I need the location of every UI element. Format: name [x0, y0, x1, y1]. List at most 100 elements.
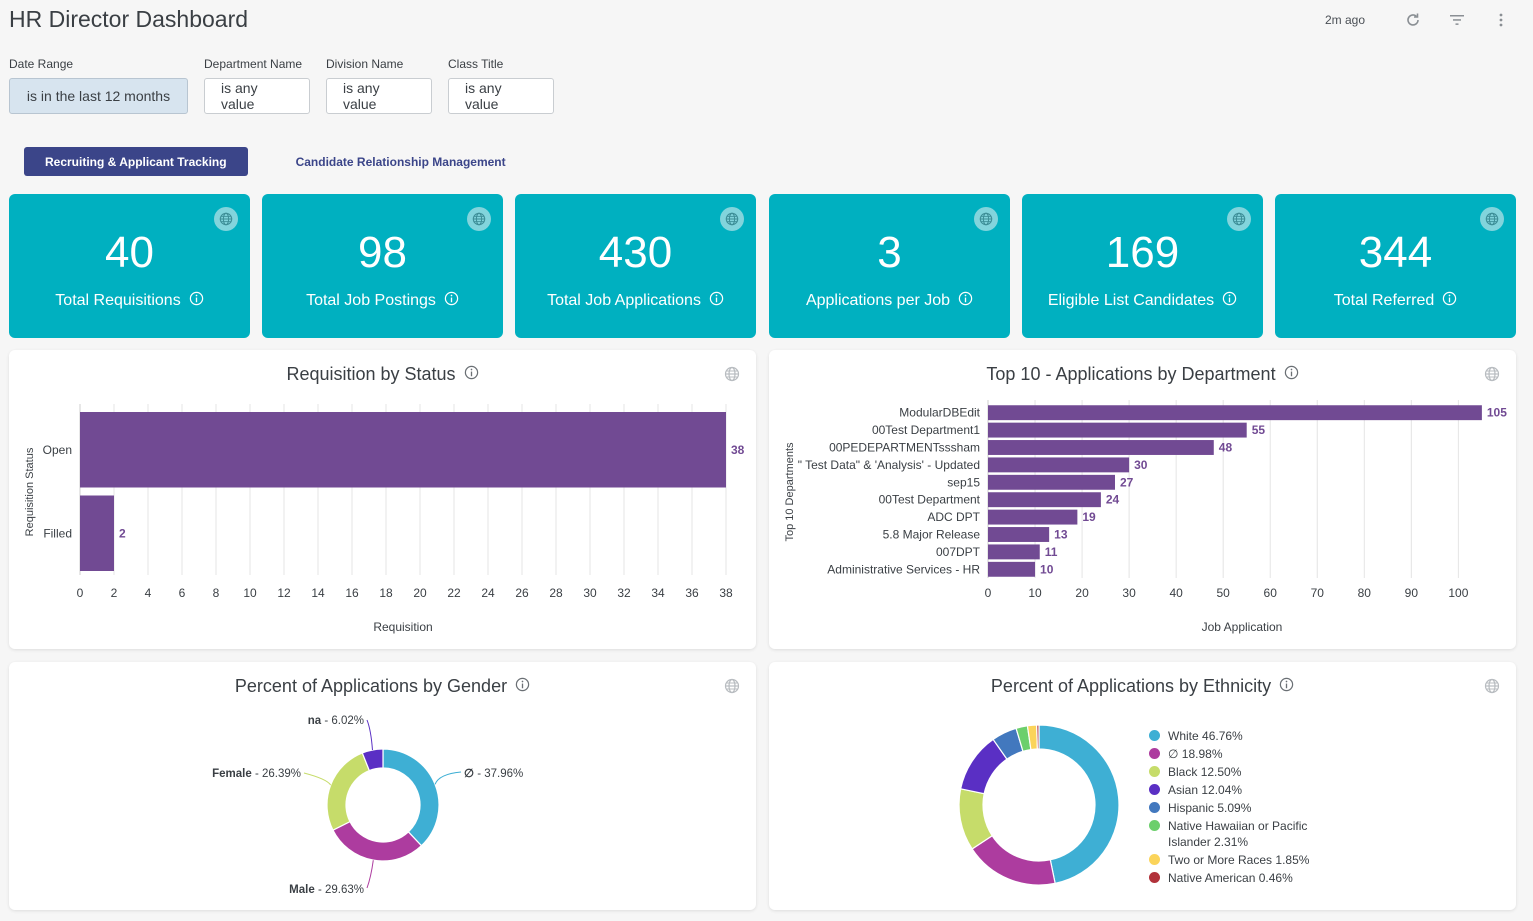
info-icon[interactable] [189, 291, 204, 311]
bar[interactable] [80, 495, 114, 572]
filter-department-button[interactable]: is any value [204, 78, 310, 114]
tab-candidate-relationship[interactable]: Candidate Relationship Management [295, 154, 506, 169]
bar-value-label: 55 [1252, 423, 1266, 437]
globe-icon[interactable] [1484, 678, 1500, 699]
legend-value: 46.76% [1202, 729, 1243, 743]
legend-item[interactable]: White 46.76% [1149, 728, 1318, 744]
info-icon[interactable] [1279, 676, 1294, 697]
kpi-tile-total-referred[interactable]: 344 Total Referred [1275, 194, 1516, 338]
kpi-value: 169 [1105, 228, 1180, 277]
bar-value-label: 27 [1120, 475, 1134, 489]
bar[interactable] [988, 457, 1130, 473]
globe-icon[interactable] [724, 678, 740, 699]
tab-recruiting[interactable]: Recruiting & Applicant Tracking [24, 147, 248, 176]
bar[interactable] [988, 440, 1214, 455]
legend-value: 0.46% [1258, 871, 1293, 885]
filter-label: Date Range [9, 57, 74, 71]
category-label: sep15 [947, 475, 980, 489]
legend-item[interactable]: Asian 12.04% [1149, 782, 1318, 798]
kpi-value: 430 [598, 228, 673, 277]
info-icon[interactable] [464, 364, 479, 385]
globe-icon[interactable] [1227, 207, 1251, 231]
kpi-tile-total-requisitions[interactable]: 40 Total Requisitions [9, 194, 250, 338]
slice-separator: - [321, 715, 331, 727]
kpi-label: Applications per Job [769, 291, 1010, 311]
donut-slice[interactable] [361, 748, 384, 772]
globe-icon[interactable] [467, 207, 491, 231]
info-icon[interactable] [444, 291, 459, 311]
legend-label: Two or More Races [1168, 853, 1273, 867]
kpi-tile-total-job-applications[interactable]: 430 Total Job Applications [515, 194, 756, 338]
kpi-value: 98 [358, 228, 407, 277]
slice-callout-label: ∅ - 37.96% [464, 768, 523, 780]
filter-label: Class Title [448, 57, 504, 71]
legend-value: 1.85% [1275, 853, 1310, 867]
bar[interactable] [988, 527, 1050, 542]
x-tick-label: 30 [1122, 586, 1136, 600]
kpi-tile-total-job-postings[interactable]: 98 Total Job Postings [262, 194, 503, 338]
bar[interactable] [988, 544, 1040, 560]
bar[interactable] [988, 422, 1247, 438]
globe-icon[interactable] [1484, 366, 1500, 387]
bar[interactable] [988, 474, 1115, 490]
legend-item[interactable]: Two or More Races 1.85% [1149, 852, 1318, 868]
legend-value: 2.31% [1214, 835, 1249, 849]
filter-division-button[interactable]: is any value [326, 78, 432, 114]
info-icon[interactable] [1222, 291, 1237, 311]
legend-swatch [1149, 854, 1160, 865]
bar[interactable] [988, 405, 1482, 421]
globe-icon[interactable] [1480, 207, 1504, 231]
slice-callout-label: Male - 29.63% [289, 884, 364, 896]
bar[interactable] [988, 561, 1036, 577]
filter-class-title-button[interactable]: is any value [448, 78, 554, 114]
refresh-icon[interactable] [1403, 10, 1423, 30]
legend-item[interactable]: ∅ 18.98% [1149, 746, 1318, 762]
donut-slice[interactable] [332, 820, 423, 862]
callout-line [434, 771, 462, 785]
legend-item[interactable]: Black 12.50% [1149, 764, 1318, 780]
more-vert-icon[interactable] [1491, 10, 1511, 30]
donut-slice[interactable] [971, 834, 1056, 886]
legend-item[interactable]: Native American 0.46% [1149, 870, 1318, 886]
kpi-value: 40 [105, 228, 154, 277]
bar[interactable] [988, 509, 1078, 525]
x-tick-label: 22 [447, 586, 461, 600]
legend-item[interactable]: Native Hawaiian or Pacific Islander 2.31… [1149, 818, 1318, 850]
legend-label: Hispanic [1168, 801, 1215, 815]
donut-slice[interactable] [326, 752, 371, 831]
x-tick-label: 34 [651, 586, 665, 600]
info-icon[interactable] [1284, 364, 1299, 385]
x-tick-label: 80 [1358, 586, 1372, 600]
category-label: Administrative Services - HR [827, 562, 980, 576]
donut-slice[interactable] [1038, 724, 1120, 885]
globe-icon[interactable] [720, 207, 744, 231]
filter-icon[interactable] [1447, 10, 1467, 30]
globe-icon[interactable] [214, 207, 238, 231]
filter-date-range-button[interactable]: is in the last 12 months [9, 78, 188, 114]
bar[interactable] [80, 412, 726, 488]
bar-value-label: 11 [1045, 545, 1058, 559]
globe-icon[interactable] [724, 366, 740, 387]
info-icon[interactable] [1442, 291, 1457, 311]
slice-value: 6.02% [331, 715, 364, 727]
header-actions: 2m ago [1325, 10, 1511, 30]
donut-slice[interactable] [1036, 724, 1040, 750]
x-tick-label: 6 [179, 586, 186, 600]
legend-item[interactable]: Hispanic 5.09% [1149, 800, 1318, 816]
globe-icon[interactable] [974, 207, 998, 231]
bar[interactable] [988, 492, 1101, 508]
donut-slice[interactable] [382, 748, 440, 847]
kpi-label-text: Total Job Applications [547, 292, 701, 309]
slice-label: na [308, 715, 322, 727]
chart-title-text: Requisition by Status [286, 364, 456, 384]
x-tick-label: 10 [243, 586, 257, 600]
info-icon[interactable] [958, 291, 973, 311]
x-tick-label: 2 [111, 586, 118, 600]
info-icon[interactable] [515, 676, 530, 697]
info-icon[interactable] [709, 291, 724, 311]
kpi-tile-applications-per-job[interactable]: 3 Applications per Job [769, 194, 1010, 338]
x-tick-label: 26 [515, 586, 529, 600]
chart-title: Percent of Applications by Gender [9, 676, 756, 697]
kpi-tile-eligible-list-candidates[interactable]: 169 Eligible List Candidates [1022, 194, 1263, 338]
filter-date-range: Date Range is in the last 12 months [9, 57, 188, 114]
